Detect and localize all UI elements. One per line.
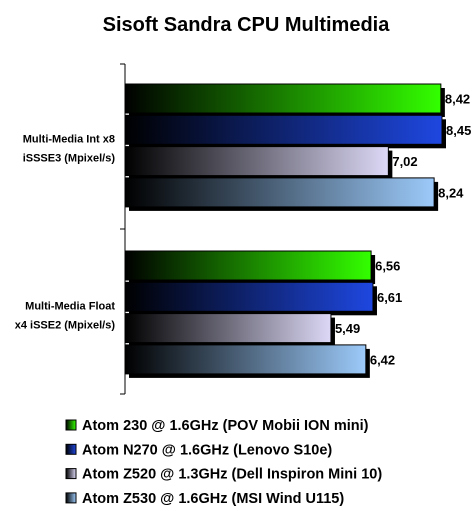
data-label: 7,02 (392, 154, 417, 169)
data-label: 6,42 (370, 352, 395, 367)
value-labels: 8,42 8,45 7,02 8,24 6,56 6,61 5,49 6,42 (335, 92, 471, 368)
data-label: 6,61 (377, 290, 402, 305)
data-label: 5,49 (335, 321, 360, 336)
bar (124, 281, 374, 312)
legend-swatch (65, 468, 77, 480)
legend-label: Atom Z530 @ 1.6GHz (MSI Wind U115) (82, 491, 344, 507)
legend-label: Atom N270 @ 1.6GHz (Lenovo S10e) (82, 442, 332, 458)
bar (124, 177, 435, 208)
data-label: 6,56 (375, 259, 400, 274)
data-label: 8,42 (445, 92, 470, 107)
legend-label: Atom 230 @ 1.6GHz (POV Mobii ION mini) (82, 418, 369, 434)
category-labels: Multi-Media Int x8 iSSSE3 (Mpixel/s) Multi… (15, 134, 116, 332)
legend-swatch (65, 492, 77, 504)
legend-swatch (65, 419, 77, 431)
data-label: 8,45 (446, 123, 471, 138)
bar (124, 344, 367, 375)
bar (124, 313, 332, 344)
bar (124, 83, 442, 114)
category-label: Multi-Media Int x8 iSSSE3 (Mpixel/s) (23, 134, 116, 165)
bar (124, 114, 443, 145)
data-label: 8,24 (438, 185, 464, 200)
bars (124, 83, 446, 378)
bar (124, 250, 372, 281)
legend-swatch (65, 443, 77, 455)
bar (124, 146, 389, 177)
category-label: Multi-Media Float x4 iSSE2 (Mpixel/s) (15, 301, 116, 332)
chart-title: Sisoft Sandra CPU Multimedia (103, 14, 391, 36)
legend: Atom 230 @ 1.6GHz (POV Mobii ION mini) At… (65, 418, 382, 507)
legend-label: Atom Z520 @ 1.3GHz (Dell Inspiron Mini 1… (82, 467, 382, 483)
category-axis (120, 63, 126, 395)
